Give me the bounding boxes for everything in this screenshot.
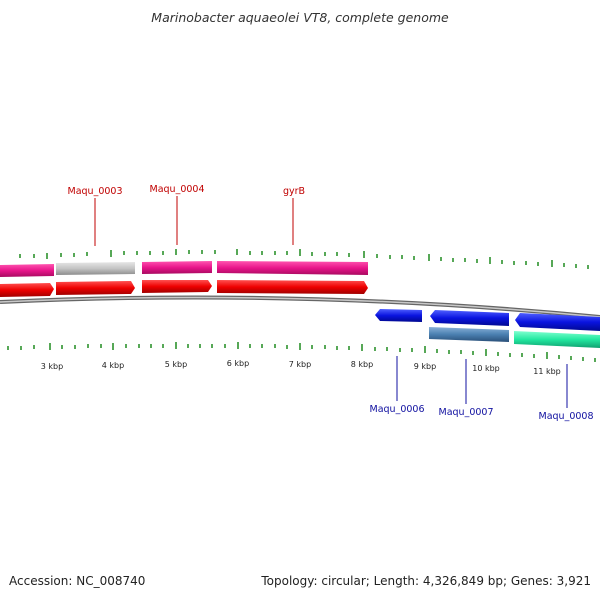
gene-callouts-reverse bbox=[396, 356, 568, 408]
tick-label: 8 kbp bbox=[351, 360, 373, 369]
cds-feature[interactable] bbox=[217, 280, 368, 294]
cds-feature[interactable] bbox=[56, 281, 135, 295]
reverse-cds-track bbox=[375, 309, 600, 331]
gene-feature[interactable] bbox=[429, 327, 509, 342]
tick-label: 10 kbp bbox=[472, 364, 500, 373]
reverse-gene-track bbox=[429, 327, 600, 348]
gene-label[interactable]: Maqu_0007 bbox=[439, 407, 494, 418]
tick-label: 7 kbp bbox=[289, 360, 311, 369]
tick-label: 6 kbp bbox=[227, 359, 249, 368]
gene-callouts-forward bbox=[94, 196, 294, 246]
tick-label: 3 kbp bbox=[41, 362, 63, 371]
forward-cds-track bbox=[0, 280, 368, 297]
forward-tick-ring bbox=[19, 249, 589, 269]
cds-feature[interactable] bbox=[142, 280, 212, 293]
gene-label[interactable]: Maqu_0008 bbox=[539, 411, 594, 422]
tick-label: 11 kbp bbox=[533, 367, 561, 376]
cds-feature[interactable] bbox=[375, 309, 422, 322]
cds-feature[interactable] bbox=[0, 283, 54, 297]
genome-backbone bbox=[0, 295, 600, 319]
gene-feature[interactable] bbox=[56, 262, 135, 275]
gene-label[interactable]: Maqu_0003 bbox=[68, 186, 123, 197]
gene-feature[interactable] bbox=[0, 264, 54, 277]
tick-label: 5 kbp bbox=[165, 360, 187, 369]
genome-summary-text: Topology: circular; Length: 4,326,849 bp… bbox=[261, 574, 591, 588]
cds-feature[interactable] bbox=[430, 310, 509, 326]
cds-feature[interactable] bbox=[515, 313, 600, 331]
map-title: Marinobacter aquaeolei VT8, complete gen… bbox=[151, 10, 449, 25]
tick-label: 9 kbp bbox=[414, 362, 436, 371]
reverse-tick-ring bbox=[7, 342, 596, 362]
forward-gene-track bbox=[0, 261, 368, 277]
accession-text: Accession: NC_008740 bbox=[9, 574, 146, 588]
gene-label[interactable]: Maqu_0006 bbox=[370, 404, 425, 415]
gene-label[interactable]: gyrB bbox=[283, 186, 305, 197]
tick-label: 4 kbp bbox=[102, 361, 124, 370]
gene-feature[interactable] bbox=[217, 261, 368, 275]
gene-feature[interactable] bbox=[514, 331, 600, 348]
gene-feature[interactable] bbox=[142, 261, 212, 274]
gene-label[interactable]: Maqu_0004 bbox=[150, 184, 205, 195]
